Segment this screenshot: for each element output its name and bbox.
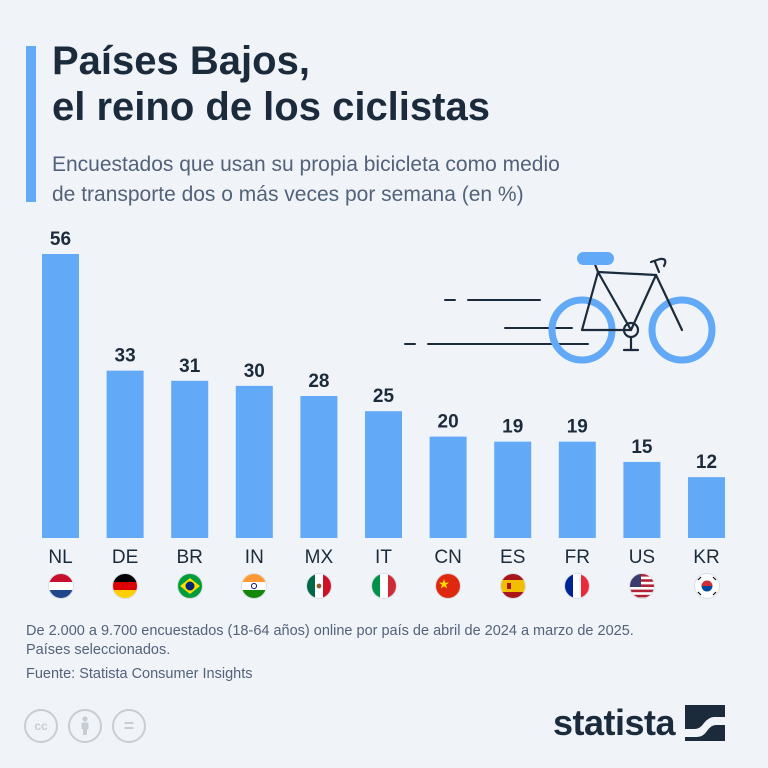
category-label-mx: MX	[305, 547, 334, 568]
methodology-note: De 2.000 a 9.700 encuestados (18-64 años…	[26, 622, 746, 660]
bar-us	[623, 461, 661, 538]
subtitle-line-1: Encuestados que usan su propia bicicleta…	[52, 153, 560, 176]
italy-flag-icon	[371, 574, 396, 598]
speed-lines	[404, 299, 589, 345]
source-note: Fuente: Statista Consumer Insights	[26, 666, 253, 682]
bike-saddle	[577, 252, 614, 265]
bike-front-wheel	[648, 296, 716, 364]
cc-icon[interactable]: cc	[24, 709, 58, 743]
mexico-flag-icon	[306, 574, 331, 598]
license-icons: cc =	[24, 709, 146, 743]
brazil-flag-icon	[177, 574, 202, 598]
category-label-kr: KR	[693, 547, 719, 568]
chart-title: Países Bajos, el reino de los ciclistas	[52, 38, 752, 130]
bike-frame	[580, 257, 684, 352]
india-flag-icon	[242, 574, 267, 598]
netherlands-flag-icon	[48, 574, 73, 598]
brand-name: statista	[553, 702, 676, 743]
chart-subtitle: Encuestados que usan su propia bicicleta…	[52, 150, 742, 210]
bar-de	[106, 370, 144, 538]
bar-mx	[300, 396, 338, 538]
value-label-cn: 20	[438, 412, 459, 433]
category-labels-group: NL DE BR IN MX IT CN ES FR US KR	[48, 547, 719, 568]
category-label-nl: NL	[48, 547, 72, 568]
bar-it	[365, 411, 402, 538]
germany-flag-icon	[113, 574, 138, 598]
category-label-it: IT	[375, 547, 392, 568]
bars-group	[42, 254, 725, 538]
note-line-1: De 2.000 a 9.700 encuestados (18-64 años…	[26, 623, 634, 639]
value-label-kr: 12	[696, 452, 717, 473]
bar-in	[235, 385, 273, 538]
nd-icon[interactable]: =	[112, 709, 146, 743]
value-label-in: 30	[244, 361, 265, 382]
bar-br	[171, 380, 209, 538]
value-label-it: 25	[373, 386, 395, 407]
spain-flag-icon	[500, 574, 525, 598]
category-label-us: US	[629, 547, 655, 568]
bar-kr	[688, 477, 725, 538]
title-line-2: el reino de los ciclistas	[52, 85, 490, 129]
bar-es	[494, 441, 532, 538]
value-labels-group: 56 33 31 30 28 25 20 19 19 15 12	[50, 229, 717, 473]
category-label-br: BR	[176, 547, 202, 568]
statista-brand[interactable]: statista	[553, 702, 726, 744]
category-label-es: ES	[500, 547, 525, 568]
bar-nl	[42, 254, 79, 538]
category-label-cn: CN	[434, 547, 461, 568]
value-label-de: 33	[115, 346, 136, 367]
category-label-de: DE	[112, 547, 138, 568]
bicycle-illustration	[404, 252, 716, 364]
value-label-us: 15	[631, 437, 653, 458]
bar-chart: 56 33 31 30 28 25 20 19 19 15 12 NL DE BR IN MX IT CN ES F…	[42, 229, 725, 568]
value-label-es: 19	[502, 417, 523, 438]
bar-cn	[429, 436, 467, 538]
category-label-fr: FR	[565, 547, 590, 568]
by-icon[interactable]	[68, 709, 102, 743]
title-line-1: Países Bajos,	[52, 39, 310, 83]
value-label-fr: 19	[567, 417, 588, 438]
france-flag-icon	[565, 574, 590, 598]
value-label-mx: 28	[308, 371, 329, 392]
title-accent-bar	[26, 46, 36, 202]
china-flag-icon	[436, 574, 461, 598]
subtitle-line-2: de transporte dos o más veces por semana…	[52, 183, 524, 206]
person-icon	[81, 716, 89, 735]
statista-logo-icon	[685, 705, 726, 741]
usa-flag-icon	[629, 574, 654, 598]
category-label-in: IN	[245, 547, 264, 568]
bar-fr	[558, 441, 596, 538]
value-label-nl: 56	[50, 229, 71, 250]
value-label-br: 31	[179, 356, 201, 377]
south-korea-flag-icon	[694, 574, 719, 598]
note-line-2: Países seleccionados.	[26, 642, 171, 658]
